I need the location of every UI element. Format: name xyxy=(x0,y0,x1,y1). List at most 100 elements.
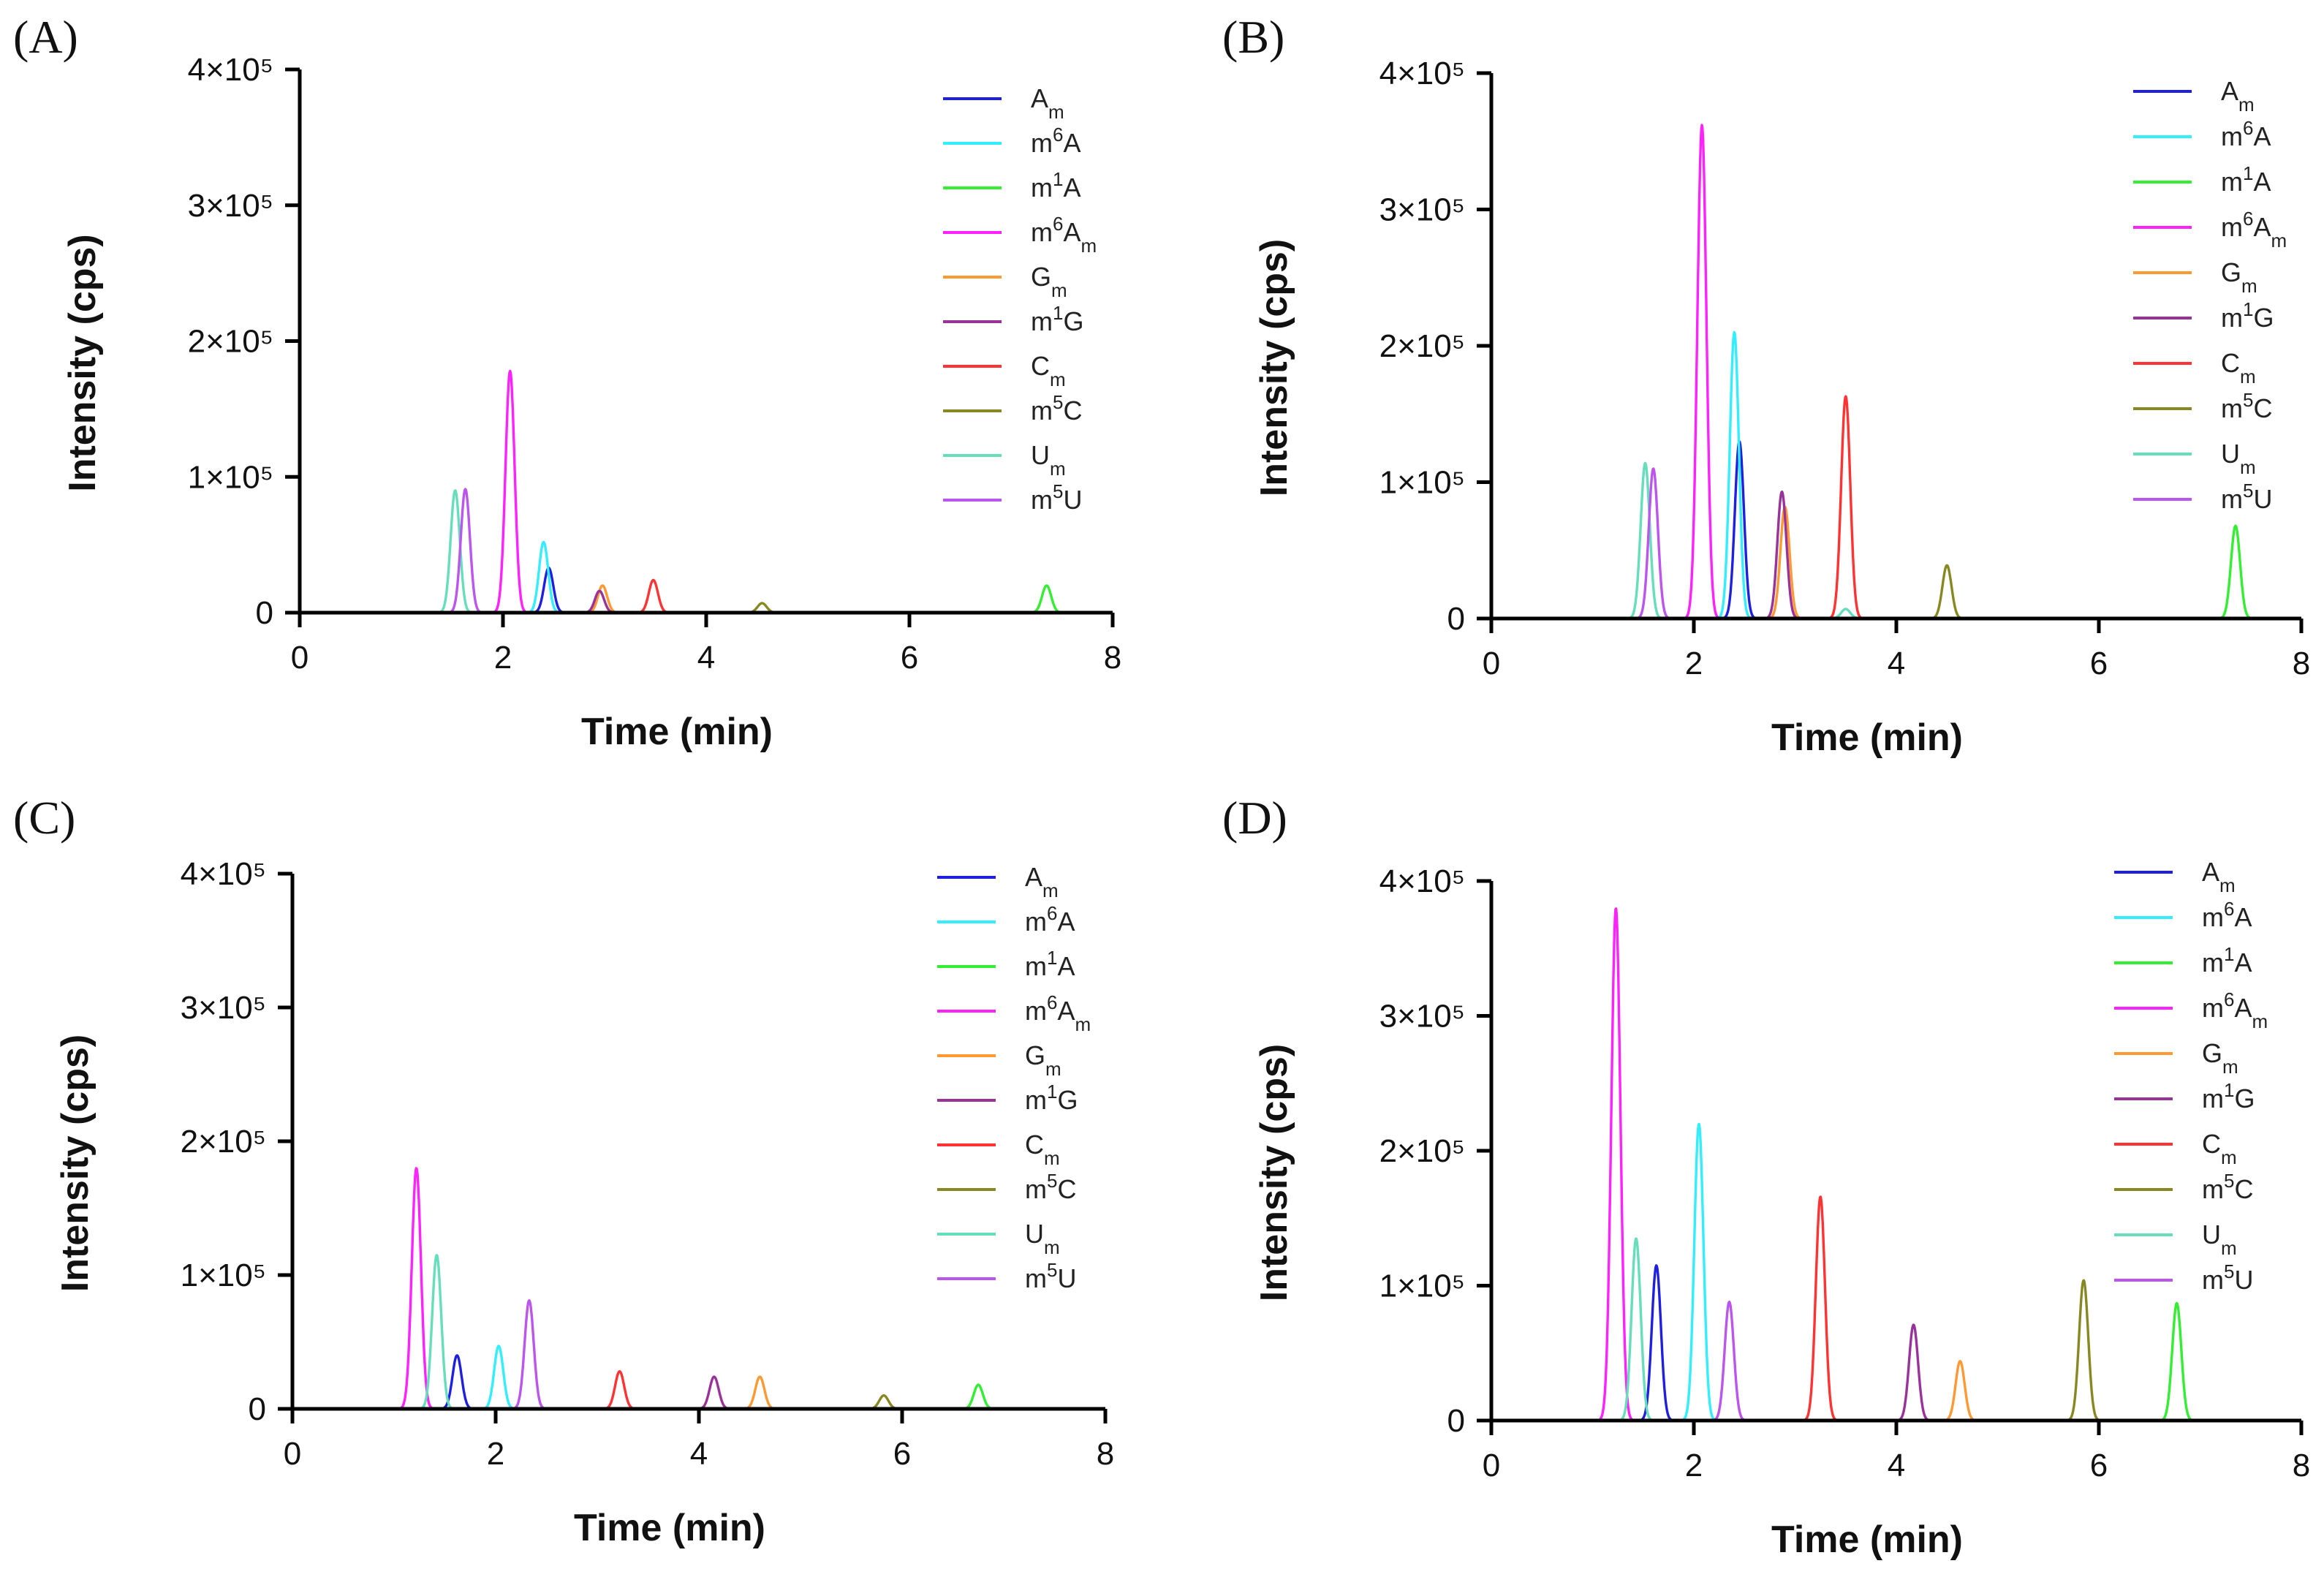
legend-label-m1g: m1G xyxy=(1031,302,1083,336)
series-line-m1g xyxy=(299,589,1068,614)
panel-label: (C) xyxy=(13,792,75,844)
y-axis-title: Intensity (cps) xyxy=(1253,1044,1295,1302)
series-line-am xyxy=(299,567,1068,614)
y-tick-label: 4×10⁵ xyxy=(188,52,273,88)
x-tick-label: 0 xyxy=(1483,1448,1500,1483)
x-axis-title: Time (min) xyxy=(1771,1519,1963,1561)
y-tick-label: 2×10⁵ xyxy=(181,1124,266,1160)
y-tick-label: 3×10⁵ xyxy=(181,990,266,1026)
x-tick-label: 2 xyxy=(494,640,512,676)
panel-label: (B) xyxy=(1222,11,1284,63)
series-line-m5u xyxy=(1491,467,2262,620)
x-tick-label: 6 xyxy=(901,640,918,676)
series-line-gm xyxy=(1491,505,2262,620)
legend-label-m1g: m1G xyxy=(2202,1079,2255,1113)
legend-label-m5u: m5U xyxy=(1025,1259,1076,1293)
x-tick-label: 2 xyxy=(1685,1448,1703,1483)
series-line-m6a xyxy=(1491,330,2262,620)
legend-label-m5c: m5C xyxy=(2221,389,2272,423)
y-tick-label: 2×10⁵ xyxy=(1379,328,1465,364)
series-line-cm xyxy=(1491,395,2262,620)
x-tick-label: 0 xyxy=(291,640,309,676)
y-tick-label: 4×10⁵ xyxy=(181,856,266,892)
legend-label-m1g: m1G xyxy=(2221,298,2274,333)
legend-label-m6a: m6A xyxy=(2221,117,2271,151)
plot-area xyxy=(299,369,1068,614)
x-tick-label: 4 xyxy=(697,640,715,676)
legend-label-am: Am xyxy=(2202,857,2236,896)
y-axis-title: Intensity (cps) xyxy=(1253,239,1295,497)
legend-label-um: Um xyxy=(2221,439,2256,478)
panel-label: (A) xyxy=(13,11,78,63)
legend-label-gm: Gm xyxy=(1025,1040,1061,1080)
x-tick-label: 6 xyxy=(893,1436,911,1472)
x-axis-title: Time (min) xyxy=(1771,716,1963,759)
y-tick-label: 1×10⁵ xyxy=(181,1258,266,1293)
series-line-um xyxy=(292,1254,1040,1410)
legend-label-am: Am xyxy=(2221,76,2255,116)
x-tick-label: 8 xyxy=(1097,1436,1114,1472)
x-tick-label: 4 xyxy=(1888,646,1905,681)
x-tick-label: 0 xyxy=(1483,646,1500,681)
legend-label-m1a: m1A xyxy=(2202,943,2252,977)
chart-panel-d: (D) 0 2 4 6 8 0 1×10⁵ 2×10⁵ 3×10⁵ 4×10⁵ Time (min) I… xyxy=(1222,792,2310,1561)
chart-panel-c: (C) 0 2 4 6 8 0 1×10⁵ 2×10⁵ 3×10⁵ 4×10⁵ Time (min) I… xyxy=(13,792,1114,1549)
plot-area xyxy=(1491,907,2262,1422)
x-tick-label: 8 xyxy=(2293,1448,2310,1483)
chart-panel-b: (B) 0 2 4 6 8 0 1×10⁵ 2×10⁵ 3×10⁵ 4×10⁵ Time (min) I… xyxy=(1222,11,2310,759)
legend-label-m5u: m5U xyxy=(1031,480,1082,515)
series-line-m1a xyxy=(1491,524,2262,620)
y-tick-label: 0 xyxy=(256,595,273,631)
series-line-m5c xyxy=(1491,564,2262,620)
legend-label-am: Am xyxy=(1025,862,1059,901)
y-tick-label: 1×10⁵ xyxy=(1379,1268,1465,1304)
legend-label-cm: Cm xyxy=(1025,1130,1060,1169)
legend-label-cm: Cm xyxy=(2221,348,2256,387)
legend-label-m5c: m5C xyxy=(2202,1170,2253,1204)
legend-label-m1a: m1A xyxy=(1031,168,1080,203)
y-tick-label: 2×10⁵ xyxy=(1379,1133,1465,1169)
y-tick-label: 3×10⁵ xyxy=(1379,192,1465,228)
y-axis-title: Intensity (cps) xyxy=(54,1035,96,1293)
series-line-am xyxy=(1491,440,2262,620)
x-tick-label: 8 xyxy=(1104,640,1121,676)
y-axis-title: Intensity (cps) xyxy=(61,234,104,492)
legend-label-m6am: m6Am xyxy=(1031,213,1097,257)
y-tick-label: 2×10⁵ xyxy=(188,324,273,360)
legend-label-m6am: m6Am xyxy=(2202,988,2268,1032)
legend-label-am: Am xyxy=(1031,83,1064,123)
y-tick-label: 3×10⁵ xyxy=(188,188,273,224)
x-tick-label: 0 xyxy=(284,1436,301,1472)
legend-label-m5c: m5C xyxy=(1031,391,1082,426)
legend-label-m1a: m1A xyxy=(1025,947,1075,981)
legend-label-gm: Gm xyxy=(2202,1038,2238,1078)
legend-label-m6a: m6A xyxy=(2202,898,2252,932)
x-tick-label: 4 xyxy=(690,1436,708,1472)
panel-label: (D) xyxy=(1222,792,1287,844)
series-line-m6am xyxy=(1491,907,2262,1422)
legend-label-gm: Gm xyxy=(1031,262,1067,301)
series-line-um xyxy=(1491,461,2262,620)
x-tick-label: 6 xyxy=(2090,1448,2108,1483)
y-tick-label: 1×10⁵ xyxy=(188,459,273,495)
legend-label-m1g: m1G xyxy=(1025,1081,1078,1115)
legend-label-cm: Cm xyxy=(1031,351,1066,390)
legend-label-m6am: m6Am xyxy=(1025,991,1091,1035)
series-line-cm xyxy=(299,578,1068,614)
series-line-m6am xyxy=(292,1167,1040,1410)
x-tick-label: 8 xyxy=(2293,646,2310,681)
y-tick-label: 4×10⁵ xyxy=(1379,863,1465,899)
x-tick-label: 6 xyxy=(2090,646,2108,681)
legend-label-cm: Cm xyxy=(2202,1129,2237,1168)
legend-label-m5u: m5U xyxy=(2221,480,2272,514)
legend-label-um: Um xyxy=(2202,1219,2237,1259)
series-line-m1g xyxy=(1491,491,2262,620)
x-tick-label: 2 xyxy=(1685,646,1703,681)
series-line-m5u xyxy=(292,1299,1040,1410)
y-tick-label: 4×10⁵ xyxy=(1379,56,1465,91)
legend-label-um: Um xyxy=(1025,1219,1060,1258)
legend-label-um: Um xyxy=(1031,440,1066,480)
